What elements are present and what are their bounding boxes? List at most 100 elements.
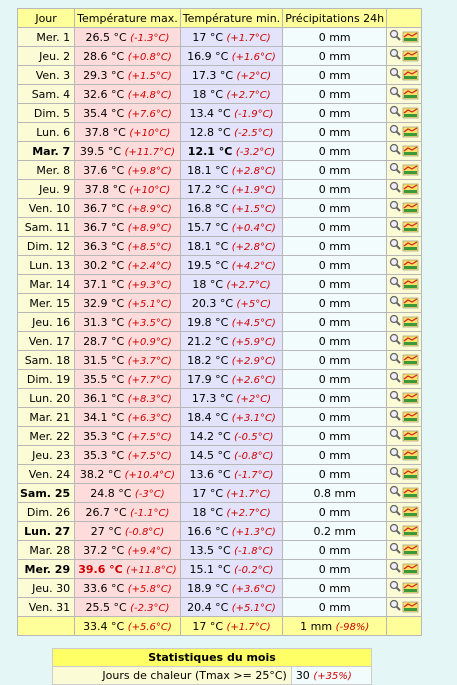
icon-cell[interactable] — [386, 559, 423, 579]
icon-cell[interactable] — [386, 141, 423, 161]
tmin-value: 13.4 °C — [189, 106, 231, 120]
header-cell: Précipitations 24h — [282, 8, 388, 28]
tmin-anomaly: (+0.4°C) — [231, 222, 276, 234]
icons — [390, 105, 419, 118]
footer-tmax-value: 33.4 °C — [83, 619, 125, 633]
icon-cell[interactable] — [386, 160, 423, 180]
tmin-cell: 15.1 °C (-0.2°C) — [179, 559, 284, 579]
icon-cell[interactable] — [386, 350, 423, 370]
precip-cell: 0 mm — [282, 445, 388, 465]
icon-cell[interactable] — [386, 445, 423, 465]
tmin-cell: 18 °C (+2.7°C) — [179, 502, 284, 522]
icons — [390, 599, 419, 612]
day-row: Ven. 24 38.2 °C (+10.4°C) 13.6 °C (-1.7°C)… — [16, 464, 423, 484]
icon-cell[interactable] — [386, 103, 423, 123]
tmin-value: 21.2 °C — [187, 334, 229, 348]
icon-cell[interactable] — [386, 597, 423, 617]
icon-cell[interactable] — [386, 27, 423, 47]
icons — [390, 371, 419, 384]
day-row: Dim. 5 35.4 °C (+7.6°C) 13.4 °C (-1.9°C) 0 … — [16, 103, 423, 123]
footer-empty — [16, 616, 76, 636]
icon-cell[interactable] — [386, 331, 423, 351]
icons — [390, 580, 419, 593]
icon-cell[interactable] — [386, 236, 423, 256]
tmin-anomaly: (+2.7°C) — [226, 279, 271, 291]
table-body: Mer. 1 26.5 °C (-1.3°C) 17 °C (+1.7°C) 0 mm… — [16, 27, 423, 636]
icon-cell[interactable] — [386, 369, 423, 389]
day-cell: Mar. 7 — [16, 141, 76, 161]
day-cell: Mar. 14 — [16, 274, 76, 294]
icon-cell[interactable] — [386, 274, 423, 294]
icons — [390, 67, 419, 80]
day-cell: Mer. 1 — [16, 27, 76, 47]
icon-cell[interactable] — [386, 255, 423, 275]
icon-cell[interactable] — [386, 578, 423, 598]
icon-cell[interactable] — [386, 217, 423, 237]
icon-cell[interactable] — [386, 540, 423, 560]
icon-cell[interactable] — [386, 198, 423, 218]
icon-cell[interactable] — [386, 407, 423, 427]
tmin-anomaly: (+2.7°C) — [226, 507, 271, 519]
icon-cell[interactable] — [386, 521, 423, 541]
tmax-value: 36.1 °C — [83, 391, 125, 405]
tmin-anomaly: (-1.9°C) — [234, 108, 274, 120]
icon-cell[interactable] — [386, 84, 423, 104]
tmax-anomaly: (+1.5°C) — [127, 70, 172, 82]
tmin-cell: 19.8 °C (+4.5°C) — [179, 312, 284, 332]
tmin-value: 19.5 °C — [187, 258, 229, 272]
day-row: Jeu. 23 35.3 °C (+7.5°C) 14.5 °C (-0.8°C) 0… — [16, 445, 423, 465]
tmax-anomaly: (+0.9°C) — [127, 336, 172, 348]
tmax-anomaly: (+10°C) — [129, 184, 171, 196]
icons — [390, 238, 419, 251]
icons — [390, 181, 419, 194]
tmax-cell: 36.7 °C (+8.9°C) — [74, 198, 181, 218]
tmax-value: 35.3 °C — [83, 448, 125, 462]
tmax-cell: 35.4 °C (+7.6°C) — [74, 103, 181, 123]
precip-cell: 0 mm — [282, 331, 388, 351]
header-cell: Jour — [16, 8, 76, 28]
icon-cell[interactable] — [386, 464, 423, 484]
icon-cell[interactable] — [386, 293, 423, 313]
icons — [390, 162, 419, 175]
tmax-anomaly: (+2.4°C) — [127, 260, 172, 272]
icon-cell[interactable] — [386, 426, 423, 446]
icons — [390, 314, 419, 327]
precip-cell: 0 mm — [282, 293, 388, 313]
icon-cell[interactable] — [386, 312, 423, 332]
tmin-anomaly: (-0.2°C) — [234, 564, 274, 576]
tmin-anomaly: (-2.5°C) — [234, 127, 274, 139]
tmax-cell: 36.7 °C (+8.9°C) — [74, 217, 181, 237]
tmax-anomaly: (+8.9°C) — [127, 203, 172, 215]
tmin-cell: 12.1 °C (-3.2°C) — [179, 141, 284, 161]
tmin-cell: 14.5 °C (-0.8°C) — [179, 445, 284, 465]
tmin-anomaly: (+1.7°C) — [226, 32, 271, 44]
precip-cell: 0 mm — [282, 274, 388, 294]
tmax-cell: 35.3 °C (+7.5°C) — [74, 445, 181, 465]
icon-cell[interactable] — [386, 65, 423, 85]
day-cell: Jeu. 30 — [16, 578, 76, 598]
tmin-cell: 15.7 °C (+0.4°C) — [179, 217, 284, 237]
icon-cell[interactable] — [386, 179, 423, 199]
tmax-value: 37.8 °C — [84, 182, 126, 196]
icon-cell[interactable] — [386, 122, 423, 142]
icon-cell[interactable] — [386, 483, 423, 503]
tmin-value: 16.8 °C — [187, 201, 229, 215]
tmax-anomaly: (+8.3°C) — [127, 393, 172, 405]
tmax-value: 25.5 °C — [85, 600, 127, 614]
tmax-cell: 28.7 °C (+0.9°C) — [74, 331, 181, 351]
tmax-cell: 36.1 °C (+8.3°C) — [74, 388, 181, 408]
day-row: Mar. 14 37.1 °C (+9.3°C) 18 °C (+2.7°C) 0 m… — [16, 274, 423, 294]
icon-cell[interactable] — [386, 502, 423, 522]
weather-table: Jour Température max. Température min. P… — [16, 8, 423, 636]
footer-precip-anomaly: (-98%) — [335, 621, 370, 633]
precip-cell: 0 mm — [282, 369, 388, 389]
tmin-value: 18.1 °C — [187, 163, 229, 177]
tmax-value: 38.2 °C — [79, 467, 122, 481]
icon-cell[interactable] — [386, 46, 423, 66]
precip-cell: 0 mm — [282, 179, 388, 199]
day-cell: Dim. 26 — [16, 502, 76, 522]
icon-cell[interactable] — [386, 388, 423, 408]
header-cell: Température min. — [179, 8, 284, 28]
precip-cell: 0 mm — [282, 350, 388, 370]
precip-cell: 0 mm — [282, 27, 388, 47]
